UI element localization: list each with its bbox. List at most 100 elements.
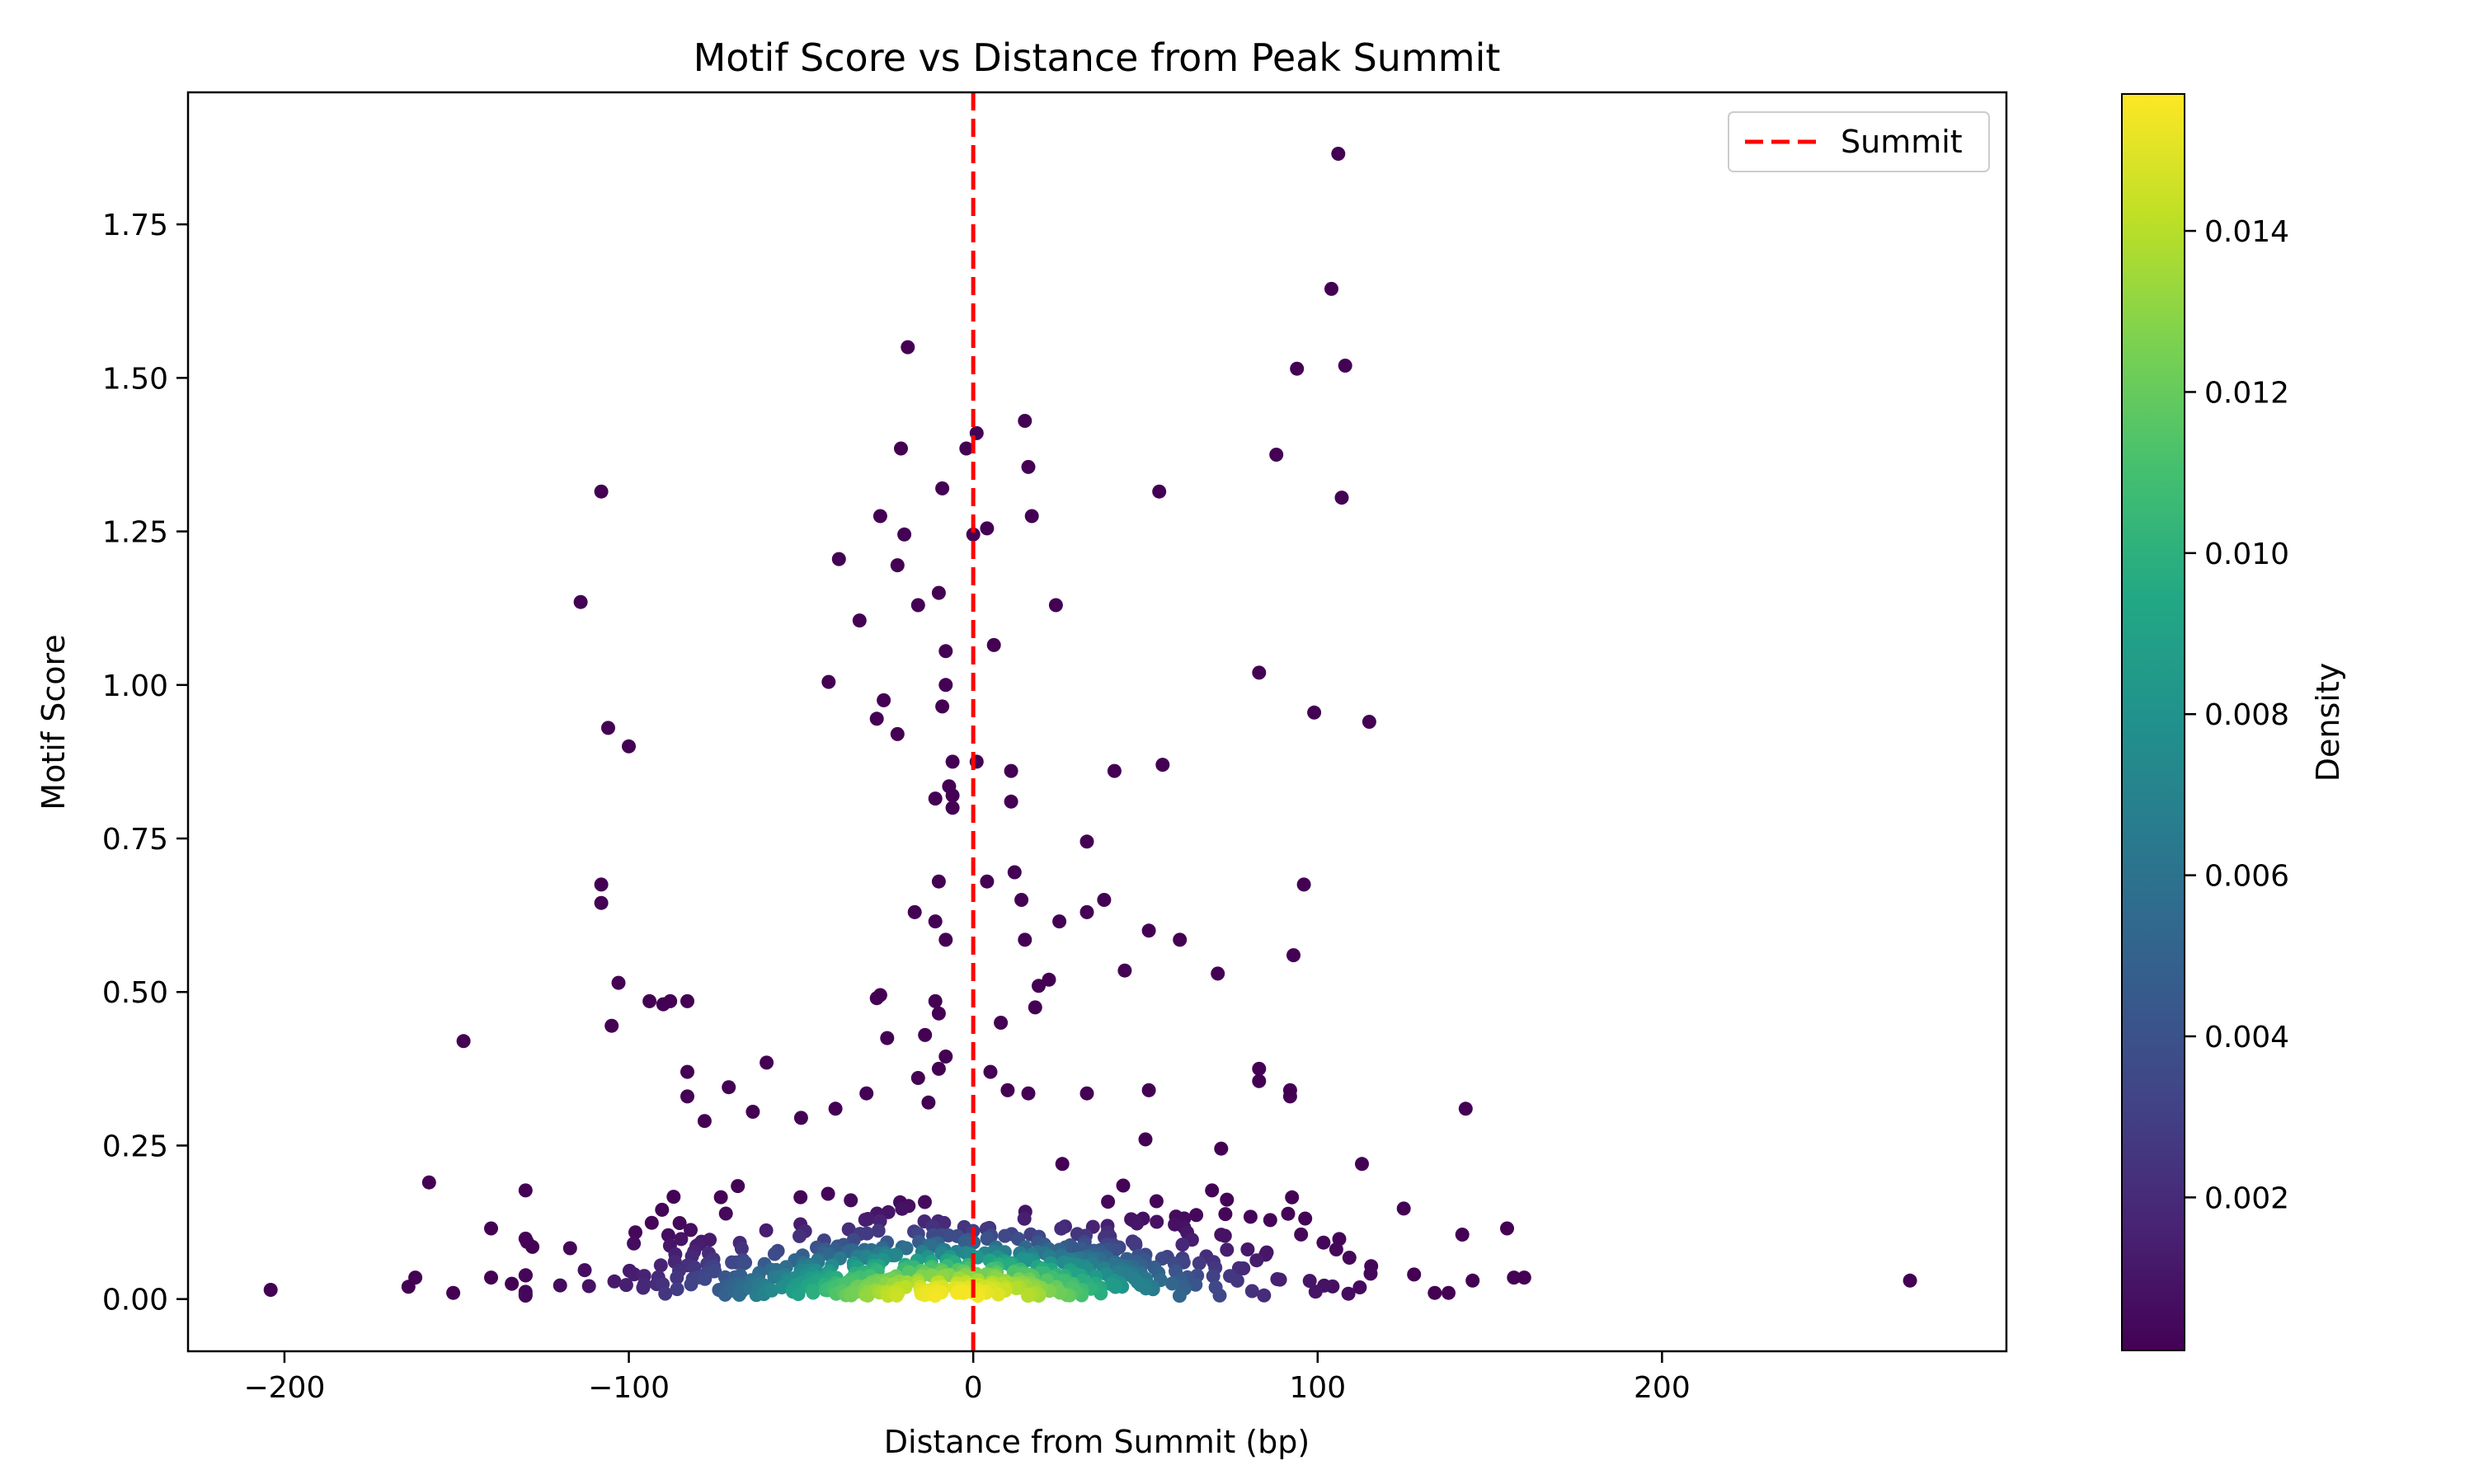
- scatter-point: [611, 975, 626, 990]
- scatter-point: [1285, 1190, 1300, 1205]
- scatter-point: [901, 340, 915, 355]
- scatter-point: [1396, 1201, 1411, 1216]
- y-tick-label: 0.00: [102, 1284, 168, 1317]
- colorbar-tick-label: 0.004: [2204, 1021, 2289, 1054]
- scatter-point: [1116, 1178, 1131, 1193]
- scatter-point: [871, 1223, 886, 1238]
- x-axis: −200 −100 0 100 200: [243, 1351, 1691, 1405]
- points-layer: [263, 147, 1917, 1303]
- legend: Summit: [1728, 111, 1990, 172]
- scatter-point: [736, 1256, 751, 1270]
- plot-frame: [186, 91, 2008, 1353]
- scatter-point: [1220, 1192, 1235, 1207]
- y-tick-label: 1.25: [102, 516, 168, 550]
- scatter-point: [1355, 1157, 1369, 1172]
- scatter-point: [877, 693, 891, 707]
- scatter-point: [859, 1086, 874, 1101]
- scatter-point: [793, 1190, 808, 1205]
- scatter-point: [1407, 1267, 1422, 1282]
- scatter-point: [937, 1215, 952, 1230]
- colorbar-tick-label: 0.014: [2204, 215, 2289, 249]
- scatter-point: [980, 1232, 995, 1246]
- scatter-point: [680, 993, 694, 1008]
- scatter-point: [1244, 1284, 1259, 1298]
- scatter-point: [890, 558, 905, 573]
- y-axis-label: Motif Score: [35, 634, 72, 810]
- scatter-point: [581, 1279, 596, 1294]
- scatter-point: [806, 1285, 821, 1300]
- colorbar-gradient: [2121, 93, 2185, 1351]
- colorbar-ticks: 0.002 0.004 0.006 0.008 0.010 0.012 0.014: [2185, 215, 2289, 1215]
- scatter-point: [655, 1202, 670, 1217]
- scatter-point: [734, 1242, 749, 1256]
- scatter-point: [703, 1233, 717, 1247]
- scatter-point: [945, 788, 960, 803]
- colorbar-tick-label: 0.006: [2204, 860, 2289, 894]
- scatter-point: [1024, 509, 1039, 524]
- legend-box: [1728, 111, 1990, 172]
- scatter-point: [604, 1018, 619, 1033]
- scatter-point: [1331, 147, 1346, 161]
- scatter-point: [1017, 1211, 1032, 1226]
- scatter-point: [1307, 705, 1322, 720]
- scatter-point: [1138, 1132, 1153, 1147]
- scatter-point: [698, 1271, 713, 1286]
- scatter-point: [1342, 1251, 1357, 1265]
- scatter-point: [910, 598, 925, 613]
- scatter-point: [1458, 1101, 1473, 1116]
- scatter-point: [938, 644, 953, 659]
- scatter-point: [594, 484, 609, 499]
- scatter-point: [1172, 1289, 1187, 1303]
- scatter-point: [1188, 1277, 1203, 1292]
- scatter-point: [518, 1289, 533, 1303]
- scatter-point: [1243, 1209, 1258, 1224]
- scatter-point: [518, 1183, 533, 1198]
- scatter-point: [994, 1016, 1009, 1030]
- scatter-point: [928, 993, 943, 1008]
- scatter-point: [1206, 1269, 1221, 1284]
- scatter-point: [931, 585, 946, 600]
- scatter-point: [573, 594, 588, 609]
- scatter-point: [852, 613, 867, 628]
- scatter-point: [1211, 966, 1225, 981]
- scatter-point: [793, 1228, 807, 1243]
- scatter-point: [1252, 1073, 1267, 1088]
- scatter-point: [731, 1179, 745, 1194]
- scatter-point: [858, 1213, 872, 1227]
- scatter-point: [1175, 1237, 1190, 1252]
- scatter-point: [1212, 1288, 1227, 1303]
- scatter-point: [821, 1247, 836, 1261]
- scatter-point: [722, 1080, 736, 1095]
- y-tick-label: 0.50: [102, 976, 168, 1010]
- y-tick-label: 1.50: [102, 362, 168, 396]
- scatter-point: [594, 895, 609, 910]
- colorbar: 0.002 0.004 0.006 0.008 0.010 0.012 0.014 Dens…: [2121, 93, 2346, 1351]
- scatter-point: [938, 678, 953, 693]
- scatter-point: [983, 1064, 998, 1079]
- scatter-point: [907, 904, 922, 919]
- scatter-point: [627, 1236, 642, 1251]
- scatter-point: [1338, 359, 1352, 373]
- scatter-point: [1281, 1206, 1296, 1221]
- scatter-point: [1290, 361, 1305, 376]
- scatter-point: [636, 1280, 651, 1295]
- scatter-point: [1500, 1221, 1514, 1236]
- scatter-point: [1128, 1237, 1143, 1252]
- scatter-point: [1455, 1228, 1470, 1242]
- scatter-point: [653, 1258, 668, 1273]
- scatter-point: [918, 1195, 932, 1209]
- x-axis-label: Distance from Summit (bp): [884, 1424, 1310, 1460]
- scatter-point: [1252, 665, 1267, 680]
- scatter-point: [945, 801, 960, 815]
- scatter-point: [928, 1289, 943, 1303]
- scatter-point: [844, 1193, 858, 1208]
- scatter-point: [895, 1201, 910, 1216]
- scatter-point: [505, 1276, 520, 1291]
- scatter-point: [1269, 448, 1284, 462]
- scatter-point: [918, 1027, 933, 1042]
- scatter-point: [1903, 1273, 1917, 1288]
- scatter-point: [1282, 1089, 1297, 1104]
- scatter-point: [991, 1287, 1006, 1302]
- colorbar-label: Density: [2310, 663, 2346, 782]
- scatter-point: [1214, 1141, 1229, 1156]
